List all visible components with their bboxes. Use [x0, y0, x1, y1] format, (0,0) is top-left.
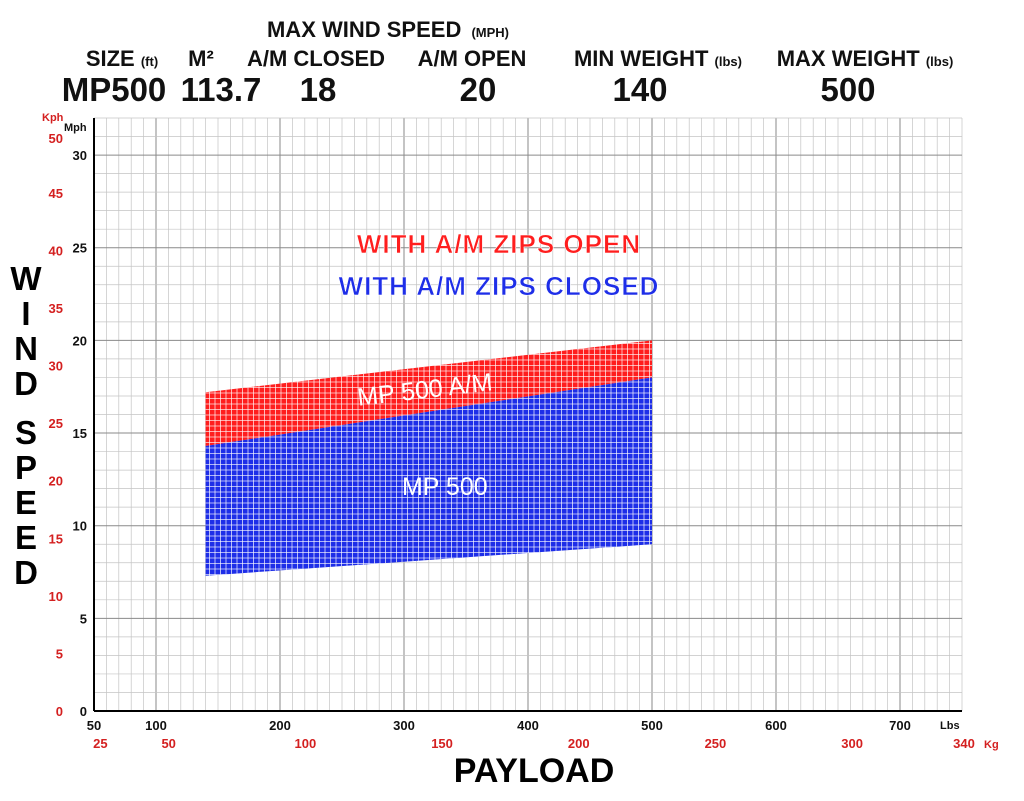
max-weight-heading: MAX WEIGHT (lbs) — [777, 46, 954, 71]
y-tick-kph: 35 — [49, 301, 63, 316]
legend: WITH A/M ZIPS OPEN WITH A/M ZIPS CLOSED — [338, 229, 660, 302]
x-tick-lbs: 50 — [87, 718, 101, 733]
y-tick-kph: 30 — [49, 359, 63, 374]
y-tick-mph: 25 — [73, 241, 87, 256]
y-axis-title-letter: S — [15, 414, 37, 451]
x-tick-kg: 300 — [841, 736, 863, 751]
max-wind-heading: MAX WIND SPEED (MPH) — [267, 17, 509, 42]
am-open-label: A/M OPEN — [418, 46, 527, 71]
y-tick-mph: 0 — [80, 704, 87, 719]
band-mp500 — [205, 377, 652, 576]
y-tick-kph: 50 — [49, 131, 63, 146]
y-tick-mph: 15 — [73, 426, 87, 441]
y-axis-title-letter: N — [14, 330, 38, 367]
x-tick-kg: 250 — [705, 736, 727, 751]
x-unit-lbs: Lbs — [940, 720, 960, 732]
x-tick-kg: 150 — [431, 736, 453, 751]
y-tick-mph: 20 — [73, 333, 87, 348]
band-label-mp500: MP 500 — [402, 473, 488, 501]
y-tick-mph: 30 — [73, 148, 87, 163]
y-tick-kph: 45 — [49, 186, 63, 201]
y-unit-mph: Mph — [64, 122, 87, 134]
y-axis-title-letter: E — [15, 519, 37, 556]
x-tick-kg: 200 — [568, 736, 590, 751]
x-tick-kg: 50 — [161, 736, 175, 751]
x-tick-kg: 340 — [953, 736, 975, 751]
am-open-value: 20 — [460, 71, 497, 108]
y-tick-kph: 10 — [49, 589, 63, 604]
x-tick-lbs: 200 — [269, 718, 291, 733]
max-weight-label: MAX WEIGHT — [777, 46, 921, 71]
size-label: SIZE — [86, 46, 135, 71]
am-closed-value: 18 — [300, 71, 337, 108]
y-axis-title-letter: D — [14, 554, 38, 591]
y-tick-mph: 10 — [73, 519, 87, 534]
x-unit-kg: Kg — [984, 739, 999, 751]
y-tick-mph: 5 — [80, 611, 87, 626]
y-axis-title-letter: E — [15, 484, 37, 521]
y-axis-title-letter: P — [15, 449, 37, 486]
y-tick-kph: 0 — [56, 704, 63, 719]
x-tick-lbs: 300 — [393, 718, 415, 733]
x-tick-kg: 100 — [295, 736, 317, 751]
y-axis-title-letter: W — [10, 260, 42, 297]
max-weight-value: 500 — [820, 71, 875, 108]
area-label: M² — [188, 46, 214, 71]
y-tick-kph: 40 — [49, 243, 63, 258]
size-heading: SIZE (ft) — [86, 46, 158, 71]
min-weight-unit: (lbs) — [715, 54, 742, 69]
x-tick-lbs: 700 — [889, 718, 911, 733]
y-unit-kph: Kph — [42, 112, 64, 124]
x-axis-title: PAYLOAD — [454, 752, 615, 790]
max-wind-label: MAX WIND SPEED — [267, 17, 461, 42]
plot-frame — [93, 118, 962, 712]
y-axis-title-letter: I — [21, 295, 30, 332]
min-weight-value: 140 — [612, 71, 667, 108]
area-value: 113.7 — [181, 71, 262, 108]
size-value: MP500 — [62, 71, 167, 108]
size-unit: (ft) — [141, 54, 158, 69]
x-tick-lbs: 500 — [641, 718, 663, 733]
y-tick-kph: 5 — [56, 646, 63, 661]
spec-header: MAX WIND SPEED (MPH) SIZE (ft) M² A/M CL… — [62, 17, 954, 108]
band-gridlines — [205, 340, 652, 576]
max-weight-unit: (lbs) — [926, 54, 953, 69]
y-tick-kph: 25 — [49, 416, 63, 431]
legend-closed-text: WITH A/M ZIPS CLOSED — [339, 271, 660, 301]
legend-open-text: WITH A/M ZIPS OPEN — [357, 229, 641, 259]
y-tick-kph: 20 — [49, 474, 63, 489]
x-tick-lbs: 400 — [517, 718, 539, 733]
y-tick-kph: 15 — [49, 531, 63, 546]
x-tick-kg: 25 — [93, 736, 107, 751]
x-tick-lbs: 100 — [145, 718, 167, 733]
am-closed-label: A/M CLOSED — [247, 46, 385, 71]
y-axis-title-letter: D — [14, 365, 38, 402]
max-wind-unit: (MPH) — [471, 25, 509, 40]
min-weight-heading: MIN WEIGHT (lbs) — [574, 46, 742, 71]
min-weight-label: MIN WEIGHT — [574, 46, 709, 71]
x-tick-lbs: 600 — [765, 718, 787, 733]
